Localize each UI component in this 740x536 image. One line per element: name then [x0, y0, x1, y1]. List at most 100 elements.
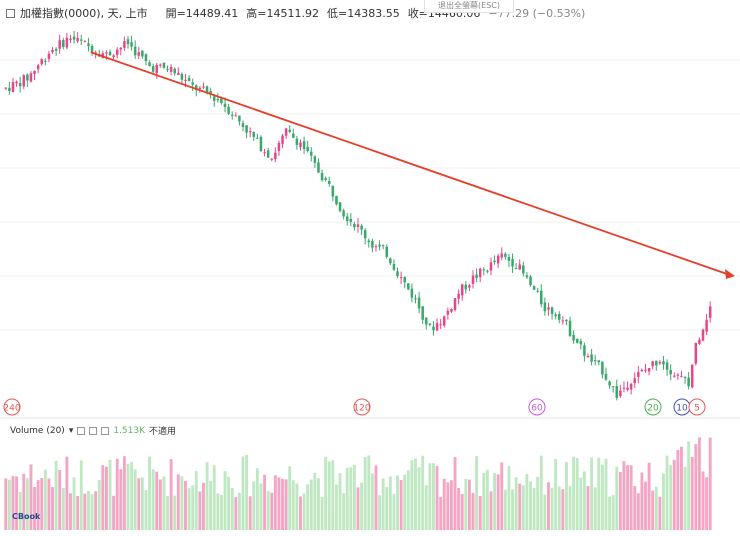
- visibility-icon[interactable]: [89, 426, 98, 435]
- candle: [676, 373, 680, 380]
- volume-bar: [87, 490, 90, 530]
- candle-body: [65, 37, 69, 48]
- candle: [108, 49, 112, 56]
- trendline[interactable]: [90, 51, 735, 279]
- volume-bar: [202, 482, 205, 530]
- volume-bar: [410, 460, 414, 530]
- candle-body: [177, 72, 180, 75]
- candle: [597, 360, 601, 366]
- candle: [442, 315, 446, 328]
- candle: [155, 63, 158, 79]
- symbol-title[interactable]: 加權指數(0000), 天, 上市: [20, 7, 148, 20]
- trendline-line: [90, 51, 728, 275]
- volume-bar: [694, 444, 698, 530]
- ma-marker-120[interactable]: 120: [353, 398, 371, 416]
- volume-bar: [241, 456, 245, 530]
- candle: [292, 128, 295, 139]
- volume-bar: [536, 476, 540, 530]
- volume-bar: [115, 458, 119, 530]
- candle-body: [33, 70, 36, 74]
- candle: [33, 70, 36, 81]
- exit-fullscreen-hint[interactable]: 退出全螢幕(ESC): [424, 0, 514, 13]
- ma-marker-circle: [3, 398, 21, 416]
- candle-body: [425, 317, 428, 325]
- candle: [54, 47, 58, 56]
- volume-bar: [205, 462, 209, 530]
- settings-icon[interactable]: [77, 426, 86, 435]
- volume-bar: [399, 480, 403, 530]
- volume-bar: [65, 456, 69, 530]
- volume-bar: [514, 477, 518, 530]
- volume-bar: [414, 458, 417, 530]
- volume-bar: [618, 472, 622, 530]
- volume-bar: [572, 456, 576, 530]
- candle-body: [680, 376, 683, 378]
- volume-label[interactable]: Volume (20): [10, 425, 65, 436]
- candle: [486, 269, 489, 274]
- volume-bar: [29, 464, 33, 530]
- candle-body: [133, 46, 137, 56]
- candle: [11, 77, 15, 93]
- volume-bar: [539, 455, 543, 530]
- volume-bar: [338, 473, 342, 530]
- volume-bar: [299, 496, 302, 530]
- candle: [187, 75, 191, 82]
- candle-body: [389, 258, 392, 264]
- close-icon[interactable]: [101, 426, 110, 435]
- volume-bar: [547, 482, 550, 530]
- candle: [338, 202, 342, 213]
- volume-bar: [381, 478, 385, 530]
- volume-bar: [97, 480, 101, 530]
- volume-bar: [291, 480, 295, 530]
- candle: [475, 268, 478, 283]
- ma-marker-20[interactable]: 20: [644, 398, 662, 416]
- candle: [18, 76, 22, 93]
- volume-bar: [137, 478, 141, 530]
- candle: [202, 82, 205, 90]
- ma-marker-10[interactable]: 10: [673, 398, 691, 416]
- volume-bar: [417, 467, 421, 530]
- candle: [353, 221, 356, 231]
- volume-bar: [579, 477, 583, 530]
- volume-bar: [277, 477, 281, 530]
- ma-marker-240[interactable]: 240: [3, 398, 21, 416]
- candle: [65, 32, 69, 50]
- ma-marker-5[interactable]: 5: [688, 398, 706, 416]
- ma-marker-circle: [528, 398, 546, 416]
- candle: [371, 238, 374, 253]
- candle-body: [345, 216, 349, 221]
- candle-body: [435, 323, 439, 331]
- volume-bar: [432, 463, 435, 530]
- candle: [543, 297, 547, 316]
- volume-bar: [521, 485, 525, 530]
- volume-bar: [439, 496, 443, 530]
- candle: [288, 125, 291, 134]
- candle: [432, 321, 435, 336]
- candle: [317, 158, 320, 174]
- chevron-down-icon[interactable]: ▾: [68, 425, 74, 436]
- candle: [284, 127, 288, 139]
- candle-body: [457, 293, 460, 299]
- volume-bar: [363, 456, 367, 530]
- candle: [331, 185, 335, 202]
- candle: [166, 65, 169, 73]
- candle-body: [338, 202, 342, 211]
- candle-body: [676, 374, 680, 376]
- candle: [26, 73, 29, 87]
- candle-body: [464, 284, 468, 290]
- volume-bar: [475, 456, 479, 530]
- volume-bar: [532, 488, 536, 530]
- candle-body: [148, 62, 151, 67]
- candle-body: [504, 253, 507, 257]
- volume-bar: [446, 482, 450, 530]
- volume-bar: [54, 460, 58, 530]
- collapse-icon[interactable]: [6, 8, 15, 18]
- candle-body: [705, 319, 708, 332]
- candle-body: [554, 314, 557, 316]
- ma-marker-60[interactable]: 60: [528, 398, 546, 416]
- candle-body: [414, 298, 417, 300]
- candle-body: [407, 283, 410, 290]
- candle-body: [698, 339, 701, 344]
- candle: [568, 316, 572, 337]
